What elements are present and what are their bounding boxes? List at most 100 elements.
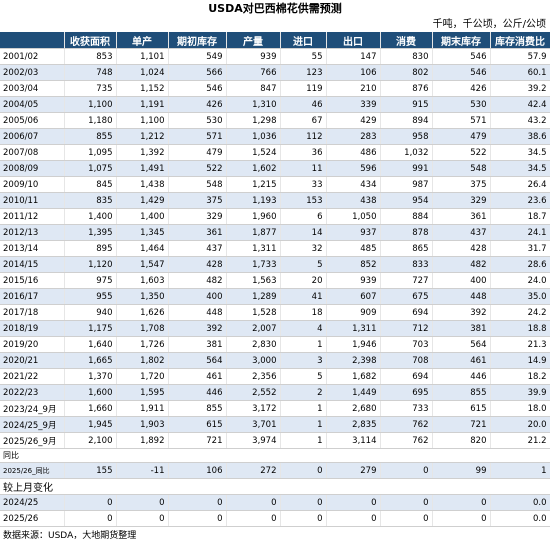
table-cell: 485 (326, 240, 381, 257)
row-label: 2025/26_同比 (0, 462, 65, 479)
table-cell: 1,370 (64, 368, 117, 385)
table-cell: 381 (432, 320, 491, 337)
table-cell: 548 (432, 160, 491, 177)
table-cell: 530 (432, 96, 491, 113)
row-label: 2013/14 (0, 240, 65, 257)
table-cell: 546 (432, 64, 491, 81)
row-label: 2020/21 (0, 352, 65, 369)
table-cell: 2,835 (326, 416, 381, 433)
table-cell: 937 (326, 224, 381, 241)
row-label: 2007/08 (0, 144, 65, 161)
table-cell: 2,680 (326, 400, 381, 417)
table-cell: 0 (116, 510, 169, 527)
table-row: 2009/10 845 1,438 548 1,215 33 434 987 375 26.4 (0, 176, 550, 193)
table-cell: 18.0 (490, 400, 550, 417)
table-cell: 3,974 (226, 432, 281, 449)
table-cell: 721 (168, 432, 227, 449)
mom-row: 2025/26 0 0 0 0 0 0 0 0 0.0 (0, 510, 550, 527)
mom-section-label: 较上月变化 (0, 478, 550, 495)
table-cell: 1,400 (64, 208, 117, 225)
table-cell: -11 (116, 462, 169, 479)
column-header: 消费 (380, 32, 433, 49)
source-note: 数据来源：USDA，大地期货整理 (3, 531, 137, 541)
table-row: 2004/05 1,100 1,191 426 1,310 46 339 915 530 42.4 (0, 96, 550, 113)
table-cell: 429 (326, 112, 381, 129)
table-cell: 2,398 (326, 352, 381, 369)
table-cell: 1,429 (116, 192, 169, 209)
table-cell: 987 (380, 176, 433, 193)
table-cell: 434 (326, 176, 381, 193)
table-cell: 0 (432, 510, 491, 527)
table-cell: 1,289 (226, 288, 281, 305)
table-cell: 1,708 (116, 320, 169, 337)
table-row: 2014/15 1,120 1,547 428 1,733 5 852 833 482 28.6 (0, 256, 550, 273)
table-cell: 1 (280, 400, 327, 417)
table-row: 2005/06 1,180 1,100 530 1,298 67 429 894 571 43.2 (0, 112, 550, 129)
table-cell: 3 (280, 352, 327, 369)
table-cell: 482 (432, 256, 491, 273)
table-cell: 1,726 (116, 336, 169, 353)
row-label: 2019/20 (0, 336, 65, 353)
table-cell: 1,175 (64, 320, 117, 337)
table-cell: 375 (168, 192, 227, 209)
table-row: 2003/04 735 1,152 546 847 119 210 876 426 39.2 (0, 80, 550, 97)
table-cell: 0 (380, 510, 433, 527)
table-cell: 1,100 (116, 112, 169, 129)
table-cell: 0 (168, 494, 227, 511)
column-header (0, 32, 65, 49)
table-cell: 564 (168, 352, 227, 369)
table-cell: 1,050 (326, 208, 381, 225)
table-cell: 1,449 (326, 384, 381, 401)
table-cell: 703 (380, 336, 433, 353)
table-cell: 18.7 (490, 208, 550, 225)
table-cell: 564 (432, 336, 491, 353)
table-cell: 5 (280, 256, 327, 273)
table-cell: 329 (432, 192, 491, 209)
table-cell: 748 (64, 64, 117, 81)
row-label: 2022/23 (0, 384, 65, 401)
table-row: 2007/08 1,095 1,392 479 1,524 36 486 1,032 522 34… (0, 144, 550, 161)
table-cell: 991 (380, 160, 433, 177)
table-cell: 461 (432, 352, 491, 369)
table-cell: 210 (326, 80, 381, 97)
column-header: 期末库存 (432, 32, 491, 49)
table-cell: 1,903 (116, 416, 169, 433)
table-cell: 830 (380, 48, 433, 65)
table-row: 2012/13 1,395 1,345 361 1,877 14 937 878 437 24.1 (0, 224, 550, 241)
table-cell: 855 (432, 384, 491, 401)
table-cell: 975 (64, 272, 117, 289)
table-cell: 0 (226, 494, 281, 511)
table-cell: 1,945 (64, 416, 117, 433)
table-row: 2010/11 835 1,429 375 1,193 153 438 954 329 23.6 (0, 192, 550, 209)
table-cell: 694 (380, 368, 433, 385)
table-cell: 99 (432, 462, 491, 479)
table-cell: 428 (432, 240, 491, 257)
table-cell: 615 (432, 400, 491, 417)
table-cell: 0 (432, 494, 491, 511)
table-cell: 1,802 (116, 352, 169, 369)
table-cell: 24.2 (490, 304, 550, 321)
table-cell: 894 (380, 112, 433, 129)
table-cell: 11 (280, 160, 327, 177)
table-cell: 46 (280, 96, 327, 113)
table-cell: 895 (64, 240, 117, 257)
table-cell: 0 (380, 462, 433, 479)
table-cell: 381 (168, 336, 227, 353)
table-cell: 3,701 (226, 416, 281, 433)
column-header: 出口 (326, 32, 381, 49)
table-cell: 1,298 (226, 112, 281, 129)
table-cell: 878 (380, 224, 433, 241)
table-cell: 0 (168, 510, 227, 527)
table-cell: 35.0 (490, 288, 550, 305)
table-cell: 1,524 (226, 144, 281, 161)
table-cell: 339 (326, 96, 381, 113)
row-label: 2009/10 (0, 176, 65, 193)
table-row: 2017/18 940 1,626 448 1,528 18 909 694 392 24.2 (0, 304, 550, 321)
row-label: 2023/24_9月 (0, 400, 65, 417)
table-row: 2008/09 1,075 1,491 522 1,602 11 596 991 548 34.5 (0, 160, 550, 177)
table-cell: 1,120 (64, 256, 117, 273)
table-cell: 33 (280, 176, 327, 193)
table-cell: 2 (280, 384, 327, 401)
table-cell: 1,491 (116, 160, 169, 177)
